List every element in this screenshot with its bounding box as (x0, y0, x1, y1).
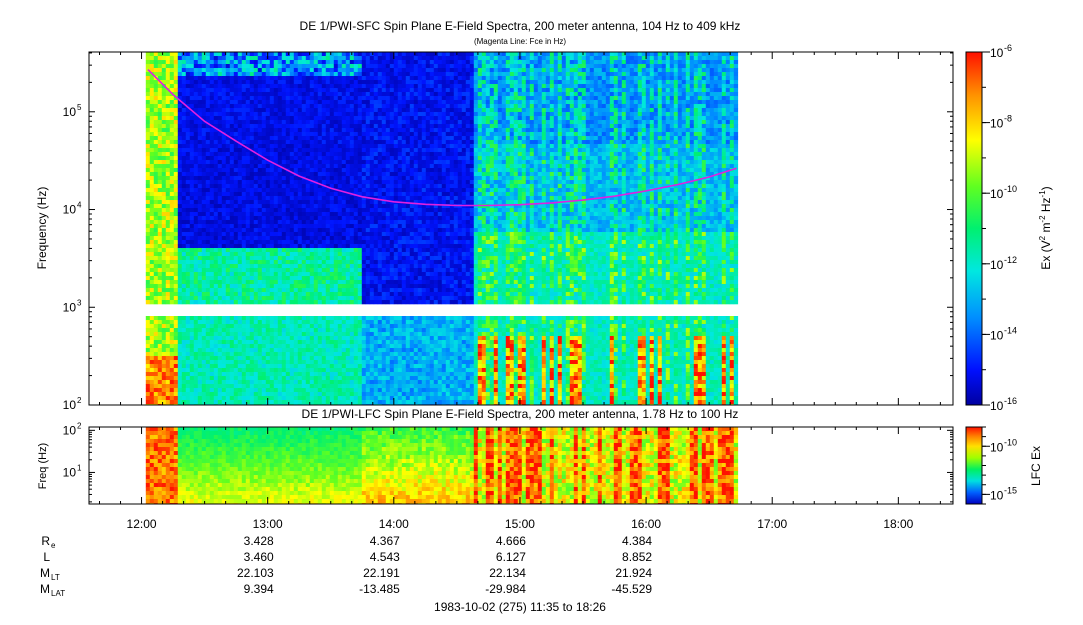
y-tick-exponent: 2 (77, 421, 82, 430)
colorbar-tick-label: 10 (990, 187, 1004, 201)
y-tick-exponent: 3 (77, 298, 82, 307)
ephemeris-label-re: R (41, 534, 50, 548)
ephemeris-value-mlat: -13.485 (359, 582, 400, 596)
colorbar-tick-exponent: -12 (1004, 255, 1017, 265)
time-range-footer: 1983-10-02 (275) 11:35 to 18:26 (434, 600, 606, 614)
y-tick-label: 10 (63, 203, 77, 217)
ephemeris-label-sub-re: e (51, 541, 56, 550)
y-tick-exponent: 1 (77, 463, 82, 472)
ephemeris-value-l: 4.543 (370, 550, 400, 564)
ephemeris-value-mlat: -29.984 (485, 582, 526, 596)
y-tick-label: 10 (63, 398, 77, 412)
colorbar-tick-label: 10 (990, 258, 1004, 272)
ephemeris-value-l: 8.852 (622, 550, 652, 564)
colorbar-tick-exponent: -10 (1004, 437, 1017, 447)
ephemeris-value-mlt: 22.134 (489, 566, 526, 580)
colorbar-tick-exponent: -8 (1004, 114, 1012, 124)
lfc-title: DE 1/PWI-LFC Spin Plane E-Field Spectra,… (302, 407, 739, 421)
y-tick-exponent: 5 (77, 103, 82, 112)
colorbar-tick-label: 10 (990, 117, 1004, 131)
sfc-colorbar-label: Ex (V2 m-2 Hz-1) (1038, 186, 1053, 269)
y-tick-label: 10 (63, 465, 77, 479)
ephemeris-value-re: 3.428 (244, 534, 274, 548)
colorbar-tick-label: 10 (990, 328, 1004, 342)
sfc-y-axis-label: Frequency (Hz) (35, 187, 49, 270)
ephemeris-value-mlt: 21.924 (615, 566, 652, 580)
lfc-colorbar-label: LFC Ex (1029, 446, 1043, 486)
x-tick-label: 17:00 (757, 517, 787, 531)
ephemeris-label-l: L (43, 550, 50, 564)
y-tick-exponent: 2 (77, 396, 82, 405)
chart-title: DE 1/PWI-SFC Spin Plane E-Field Spectra,… (300, 19, 741, 33)
ephemeris-value-mlat: 9.394 (244, 582, 274, 596)
sfc-colorbar (966, 52, 982, 405)
ephemeris-value-re: 4.666 (496, 534, 526, 548)
y-tick-exponent: 4 (77, 201, 82, 210)
y-tick-label: 10 (63, 300, 77, 314)
ephemeris-label-sub-mlt: LT (51, 573, 60, 582)
ephemeris-value-l: 3.460 (244, 550, 274, 564)
ephemeris-value-mlt: 22.103 (237, 566, 274, 580)
x-tick-label: 18:00 (883, 517, 913, 531)
y-tick-label: 10 (63, 423, 77, 437)
sfc-spectrogram (146, 52, 738, 408)
ephemeris-value-re: 4.384 (622, 534, 652, 548)
colorbar-tick-exponent: -6 (1004, 43, 1012, 53)
x-tick-label: 13:00 (253, 517, 283, 531)
ephemeris-value-mlt: 22.191 (363, 566, 400, 580)
colorbar-tick-exponent: -10 (1004, 184, 1017, 194)
ephemeris-value-mlat: -45.529 (611, 582, 652, 596)
x-tick-label: 12:00 (127, 517, 157, 531)
ephemeris-value-re: 4.367 (370, 534, 400, 548)
lfc-y-axis-label: Freq (Hz) (37, 443, 49, 489)
lfc-colorbar (966, 427, 982, 504)
x-tick-label: 15:00 (505, 517, 535, 531)
colorbar-tick-exponent: -15 (1004, 485, 1017, 495)
x-tick-label: 16:00 (631, 517, 661, 531)
colorbar-tick-label: 10 (990, 488, 1004, 502)
ephemeris-label-sub-mlat: LAT (51, 589, 65, 598)
lfc-spectrogram (146, 427, 738, 507)
ephemeris-label-mlat: M (40, 582, 50, 596)
y-tick-label: 10 (63, 105, 77, 119)
ephemeris-value-l: 6.127 (496, 550, 526, 564)
colorbar-tick-exponent: -16 (1004, 396, 1017, 406)
colorbar-tick-label: 10 (990, 46, 1004, 60)
x-tick-label: 14:00 (379, 517, 409, 531)
colorbar-tick-label: 10 (990, 399, 1004, 413)
colorbar-tick-exponent: -14 (1004, 325, 1017, 335)
chart-subtitle: (Magenta Line: Fce in Hz) (474, 37, 566, 46)
ephemeris-label-mlt: M (40, 566, 50, 580)
colorbar-tick-label: 10 (990, 440, 1004, 454)
